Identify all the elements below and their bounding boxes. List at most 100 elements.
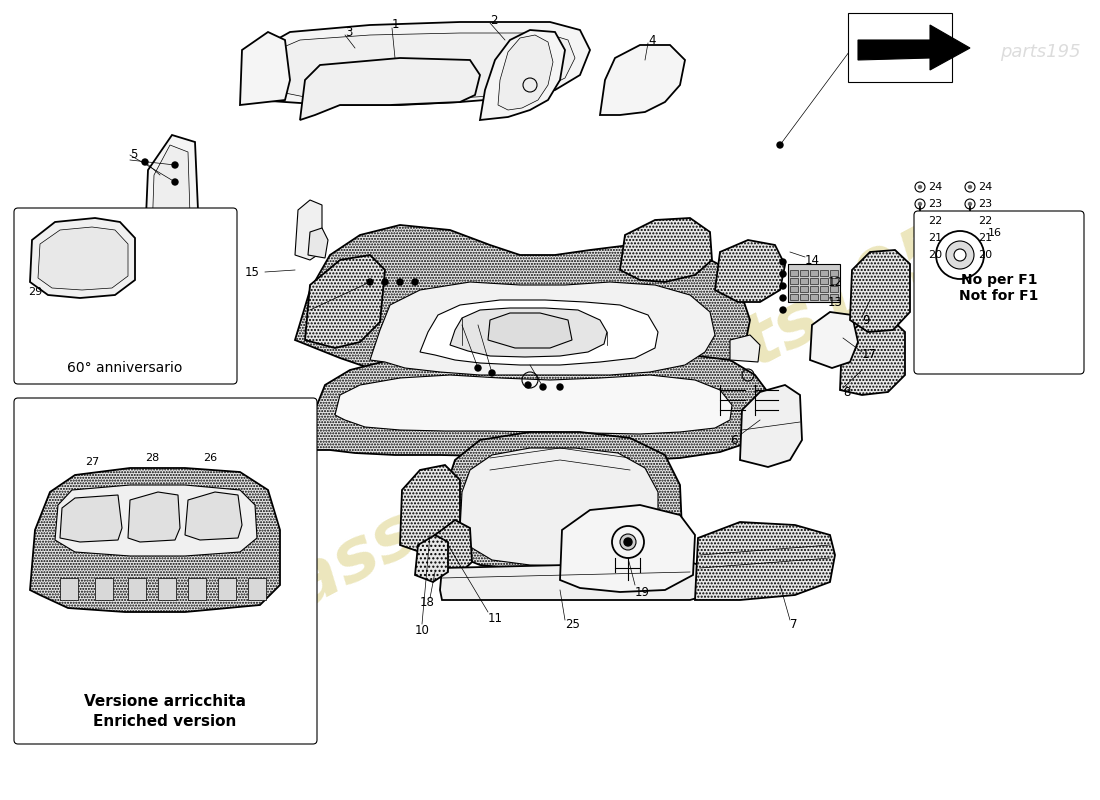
Bar [800, 294, 808, 300]
Circle shape [397, 279, 403, 285]
Text: 18: 18 [420, 595, 434, 609]
Polygon shape [415, 535, 448, 582]
Circle shape [525, 382, 531, 388]
Bar [800, 278, 808, 284]
Text: 60° anniversario: 60° anniversario [67, 361, 183, 375]
Text: 28: 28 [145, 453, 160, 463]
Text: 11: 11 [488, 611, 503, 625]
Polygon shape [308, 228, 328, 258]
Text: Enriched version: Enriched version [94, 714, 236, 730]
Polygon shape [370, 282, 715, 375]
Circle shape [780, 295, 786, 301]
Text: 29: 29 [28, 287, 42, 297]
Polygon shape [740, 385, 802, 467]
Polygon shape [152, 145, 190, 238]
Text: 4: 4 [648, 34, 656, 46]
Bar [248, 578, 266, 600]
Polygon shape [480, 30, 565, 120]
Polygon shape [620, 218, 712, 282]
Polygon shape [30, 218, 135, 298]
Polygon shape [715, 240, 785, 302]
Text: 16: 16 [988, 228, 1002, 238]
Text: 24: 24 [978, 182, 992, 192]
Polygon shape [305, 255, 385, 348]
Polygon shape [858, 25, 970, 70]
Circle shape [968, 219, 971, 222]
Text: 8: 8 [843, 386, 850, 398]
Bar [830, 286, 838, 292]
Polygon shape [295, 200, 322, 260]
Polygon shape [810, 312, 858, 368]
Bar [830, 270, 838, 276]
Bar [790, 286, 798, 292]
Bar [810, 294, 818, 300]
Bar [820, 286, 828, 292]
Circle shape [142, 159, 148, 165]
Circle shape [968, 186, 971, 189]
Polygon shape [600, 45, 685, 115]
Circle shape [172, 162, 178, 168]
Text: 7: 7 [790, 618, 798, 631]
Text: 10: 10 [415, 623, 430, 637]
Bar [830, 278, 838, 284]
Circle shape [918, 237, 922, 239]
Circle shape [968, 202, 971, 206]
Text: 21: 21 [978, 233, 992, 243]
Polygon shape [145, 135, 198, 240]
Circle shape [620, 534, 636, 550]
Polygon shape [560, 505, 695, 592]
Bar [128, 578, 146, 600]
Text: 22: 22 [978, 216, 992, 226]
Bar [820, 278, 828, 284]
Polygon shape [60, 495, 122, 542]
Bar [158, 578, 176, 600]
Polygon shape [695, 522, 835, 600]
Text: Versione arricchita: Versione arricchita [84, 694, 246, 710]
Text: 20: 20 [928, 250, 942, 260]
Circle shape [780, 283, 786, 289]
Polygon shape [30, 468, 280, 612]
Circle shape [968, 237, 971, 239]
Bar [788, 264, 840, 302]
Bar [188, 578, 206, 600]
Text: 14: 14 [805, 254, 820, 266]
Polygon shape [295, 225, 750, 392]
Polygon shape [440, 562, 720, 600]
Polygon shape [488, 313, 572, 348]
Bar [790, 278, 798, 284]
Text: 1: 1 [392, 18, 399, 31]
Polygon shape [128, 492, 180, 542]
Text: passionforparts195: passionforparts195 [233, 214, 967, 646]
Text: 12: 12 [828, 275, 843, 289]
Text: 23: 23 [928, 199, 942, 209]
Polygon shape [840, 318, 905, 395]
Circle shape [367, 279, 373, 285]
Circle shape [557, 384, 563, 390]
Circle shape [780, 307, 786, 313]
Polygon shape [440, 432, 682, 572]
Bar [810, 270, 818, 276]
Polygon shape [300, 58, 480, 120]
Circle shape [918, 202, 922, 206]
Polygon shape [39, 227, 128, 290]
Circle shape [172, 179, 178, 185]
Circle shape [918, 186, 922, 189]
Bar [810, 286, 818, 292]
Bar [800, 270, 808, 276]
Circle shape [490, 370, 495, 376]
Bar [800, 286, 808, 292]
Circle shape [918, 254, 922, 257]
Text: 3: 3 [345, 26, 352, 38]
Circle shape [540, 384, 546, 390]
Text: 25: 25 [565, 618, 580, 631]
Circle shape [968, 254, 971, 257]
Text: 21: 21 [928, 233, 942, 243]
Text: 24: 24 [928, 182, 943, 192]
Bar [60, 578, 78, 600]
Text: 27: 27 [85, 457, 99, 467]
Circle shape [624, 538, 632, 546]
Circle shape [777, 142, 783, 148]
Polygon shape [310, 355, 770, 460]
Circle shape [780, 271, 786, 277]
Text: 15: 15 [245, 266, 260, 278]
